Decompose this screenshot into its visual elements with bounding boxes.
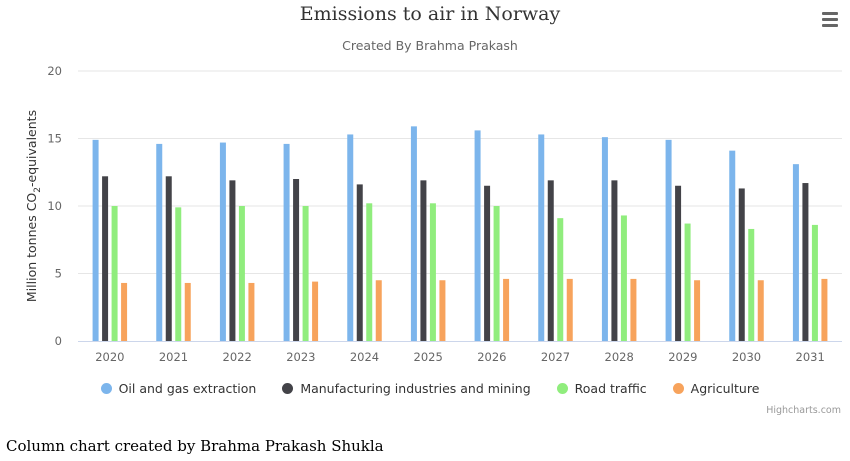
bar[interactable] [439,280,446,341]
y-tick-label: 10 [47,199,62,213]
y-tick-label: 5 [55,267,62,281]
bar[interactable] [557,218,564,341]
bar[interactable] [729,150,736,341]
bar[interactable] [792,164,799,341]
bar[interactable] [293,179,300,341]
bar[interactable] [156,143,163,341]
bar[interactable] [484,185,491,341]
hamburger-menu-icon [822,24,838,27]
bar[interactable] [302,206,309,341]
legend-label: Road traffic [574,381,647,396]
x-tick-label: 2030 [732,350,761,364]
bar[interactable] [601,137,608,341]
bar[interactable] [566,278,573,341]
bar[interactable] [121,282,128,341]
bar[interactable] [312,281,319,341]
x-tick-label: 2028 [605,350,634,364]
legend-item[interactable]: Manufacturing industries and mining [282,381,531,396]
bar[interactable] [684,223,691,341]
x-tick-label: 2022 [223,350,252,364]
bar[interactable] [347,134,354,341]
x-tick-label: 2024 [350,350,379,364]
bar[interactable] [175,207,182,341]
legend-symbol [672,383,684,394]
bar[interactable] [547,180,554,341]
legend-item[interactable]: Agriculture [672,381,760,396]
legend-label: Oil and gas extraction [118,381,257,396]
credits-link[interactable]: Highcharts.com [766,405,841,416]
bar[interactable] [493,206,500,341]
bar[interactable] [538,134,545,341]
bar[interactable] [248,282,255,341]
x-tick-label: 2023 [286,350,315,364]
bar[interactable] [229,180,236,341]
legend: Oil and gas extraction Manufacturing indu… [0,381,850,396]
chart-menu-button[interactable] [818,8,842,30]
bar[interactable] [665,139,672,341]
y-tick-label: 20 [47,64,62,78]
x-tick-label: 2029 [668,350,697,364]
bar[interactable] [283,143,290,341]
bar[interactable] [184,282,191,341]
legend-symbol [100,383,112,394]
bar[interactable] [611,180,618,341]
bar[interactable] [375,280,382,341]
chart-title: Emissions to air in Norway [299,3,561,25]
legend-label: Agriculture [690,381,760,396]
chart-container: Emissions to air in Norway Created By Br… [0,3,850,416]
legend-symbol [556,383,568,394]
bar[interactable] [694,280,701,341]
bar[interactable] [238,206,245,341]
legend-item[interactable]: Road traffic [556,381,647,396]
bar[interactable] [503,278,510,341]
legend-symbol [282,383,294,394]
y-axis-title: Million tonnes CO2-equivalents [24,110,43,302]
bar[interactable] [620,215,627,341]
bar[interactable] [802,183,809,341]
bar[interactable] [92,139,99,341]
x-tick-label: 2021 [159,350,188,364]
page-caption: Column chart created by Brahma Prakash S… [6,437,384,455]
bar[interactable] [748,228,755,341]
legend-label: Manufacturing industries and mining [300,381,531,396]
bar[interactable] [102,176,109,341]
legend-item[interactable]: Oil and gas extraction [100,381,257,396]
x-tick-label: 2026 [477,350,506,364]
bar[interactable] [821,278,828,341]
bar[interactable] [111,206,118,341]
bar[interactable] [474,130,481,341]
chart-subtitle: Created By Brahma Prakash [342,38,518,53]
y-tick-label: 0 [55,334,62,348]
bar[interactable] [219,142,226,341]
x-tick-label: 2020 [95,350,124,364]
bar[interactable] [420,180,427,341]
bar[interactable] [366,203,373,341]
bar[interactable] [630,278,637,341]
x-tick-label: 2031 [796,350,825,364]
bar[interactable] [757,280,764,341]
x-tick-label: 2027 [541,350,570,364]
bar[interactable] [429,203,436,341]
bar[interactable] [165,176,172,341]
bar[interactable] [675,185,682,341]
bar[interactable] [356,184,363,341]
bar[interactable] [410,126,417,341]
hamburger-menu-icon [822,18,838,21]
hamburger-menu-icon [822,12,838,15]
x-tick-label: 2025 [414,350,443,364]
y-tick-label: 15 [47,132,62,146]
bar[interactable] [738,188,745,341]
bar[interactable] [811,224,818,341]
